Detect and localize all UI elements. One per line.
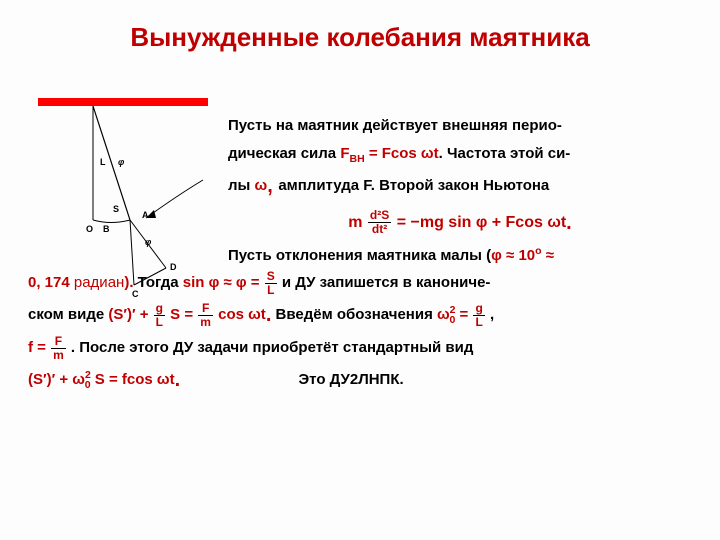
comma1: , <box>267 175 278 197</box>
p2brad: радиан <box>74 274 124 291</box>
p2cF: F <box>202 301 209 315</box>
p2ccomma: , <box>486 306 494 323</box>
p2dF: F <box>55 334 62 348</box>
p2cg2: g <box>475 301 482 315</box>
p2b1: 0, 174 <box>28 274 74 291</box>
p2aphi: φ ≈ 10 <box>491 247 535 264</box>
page-title: Вынужденные колебания маятника <box>0 0 720 63</box>
p2elhs: (S′)′ <box>28 371 55 388</box>
line2a: дическая сила <box>228 145 340 162</box>
omega-red: ω <box>255 177 268 194</box>
p2d1: f = <box>28 339 50 356</box>
p2cplus: + <box>136 306 153 323</box>
p2ccos: cos ωt <box>214 306 266 323</box>
body-text: Пусть на маятник действует внешняя перио… <box>28 112 692 399</box>
ceiling-bar <box>38 98 208 106</box>
eq-m: m <box>348 214 367 231</box>
p2a1: Пусть отклонения маятника малы ( <box>228 247 491 264</box>
p2elabel: Это ДУ2ЛНПК. <box>299 371 404 388</box>
p2a2: ≈ <box>542 247 554 264</box>
p2cg: g <box>156 301 163 315</box>
p2clhs: (S′)′ <box>108 306 135 323</box>
p2eplus: + ω <box>55 371 85 388</box>
p2cL3: L <box>475 315 482 329</box>
line3a: лы <box>228 177 255 194</box>
line1: Пусть на маятник действует внешняя перио… <box>228 117 562 134</box>
p2b4: sin φ ≈ φ = <box>183 274 264 291</box>
force-eq: = Fcos ωt <box>365 145 439 162</box>
p2cseq: S = <box>166 306 197 323</box>
fS: S <box>267 269 275 283</box>
line2b: . Частота этой си- <box>439 145 571 162</box>
eq-num: d²S <box>370 208 389 222</box>
p2erhs: S = fcos ωt <box>91 371 175 388</box>
eq-rhs: = −mg sin φ + Fcos ωt <box>392 214 566 231</box>
p2c1: ском виде <box>28 306 108 323</box>
p2b2: ). <box>124 274 137 291</box>
eq-den: dt² <box>372 222 387 236</box>
p2b3: Тогда <box>138 274 183 291</box>
fL: L <box>267 283 274 297</box>
p2cL2: L <box>156 315 163 329</box>
p2dm: m <box>53 348 64 362</box>
p2cm: m <box>200 315 211 329</box>
p2d2: . После этого ДУ задачи приобретёт станд… <box>67 339 474 356</box>
equation-newton: m d²Sdt² = −mg sin φ + Fcos ωt. <box>228 205 692 242</box>
p2b5: и ДУ запишется в канониче- <box>278 274 491 291</box>
line3b: амплитуда F. Второй закон Ньютона <box>278 177 549 194</box>
p2cw0: ω <box>437 306 450 323</box>
p2ceq2: = <box>455 306 472 323</box>
p2c2: Введём обозначения <box>271 306 437 323</box>
force-sub: ВН <box>349 153 364 165</box>
